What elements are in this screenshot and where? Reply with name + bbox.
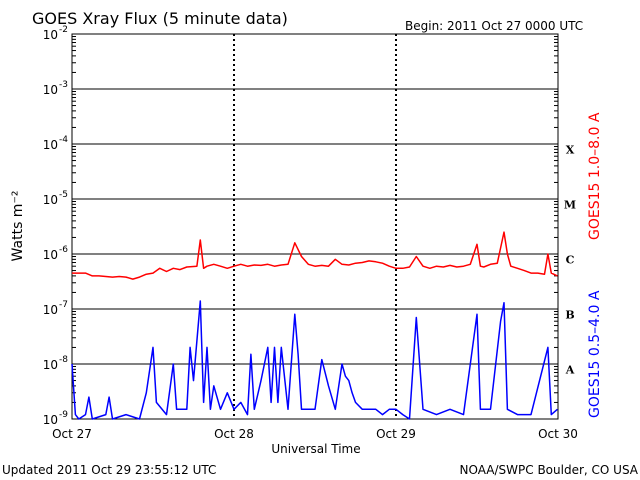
x-tick-label: Oct 30	[538, 427, 578, 441]
y-tick-label: 10	[43, 303, 58, 317]
series-line-2	[71, 300, 558, 420]
y-tick-label: 10	[43, 358, 58, 372]
y-tick-exponent: -2	[59, 25, 68, 35]
y-tick-label: 10	[43, 83, 58, 97]
y-axis-label-text: Watts m⁻²	[10, 191, 26, 262]
x-axis-label: Universal Time	[271, 442, 360, 456]
y-tick-exponent: -8	[59, 355, 68, 365]
legend-goes15-short: GOES15 0.5–4.0 A	[587, 290, 603, 418]
y-tick-exponent: -3	[59, 80, 68, 90]
x-tick-label: Oct 29	[376, 427, 416, 441]
flare-class-c: C	[566, 254, 575, 267]
y-tick-label: 10	[43, 138, 58, 152]
day-dividers	[233, 34, 397, 419]
flare-class-m: M	[564, 199, 576, 212]
credit: NOAA/SWPC Boulder, CO USA	[460, 463, 639, 477]
legend-series-2: GOES15 0.5–4.0 A	[587, 290, 603, 418]
begin-date: Begin: 2011 Oct 27 0000 UTC	[405, 19, 583, 33]
flare-class-a: A	[565, 364, 575, 377]
y-axis-ticks: 10-210-310-410-510-610-710-810-9	[43, 25, 558, 427]
x-tick-label: Oct 27	[52, 427, 92, 441]
x-tick-label: Oct 28	[214, 427, 254, 441]
y-tick-label: 10	[43, 413, 58, 427]
y-tick-exponent: -9	[59, 410, 68, 420]
legend-goes15-long: GOES15 1.0–8.0 A	[587, 112, 603, 240]
y-tick-label: 10	[43, 248, 58, 262]
y-axis-label: Watts m⁻²	[10, 191, 26, 262]
y-tick-exponent: -7	[59, 300, 68, 310]
plot-frame	[71, 33, 559, 420]
flare-class-b: B	[565, 309, 574, 322]
updated-timestamp: Updated 2011 Oct 29 23:55:12 UTC	[2, 463, 216, 477]
x-axis-ticks: Oct 27 Oct 28 Oct 29 Oct 30	[52, 427, 578, 441]
grid-lines	[72, 88, 558, 365]
series-lines	[71, 231, 558, 420]
y-tick-exponent: -5	[59, 190, 68, 200]
legend-series-1: GOES15 1.0–8.0 A	[587, 112, 603, 240]
chart-title: GOES Xray Flux (5 minute data)	[32, 9, 288, 28]
flare-class-labels: X M C B A	[564, 144, 576, 377]
y-tick-label: 10	[43, 193, 58, 207]
flare-class-x: X	[566, 144, 575, 157]
series-line-1	[72, 231, 558, 280]
y-tick-exponent: -4	[59, 135, 68, 145]
y-tick-label: 10	[43, 28, 58, 42]
y-tick-exponent: -6	[59, 245, 68, 255]
